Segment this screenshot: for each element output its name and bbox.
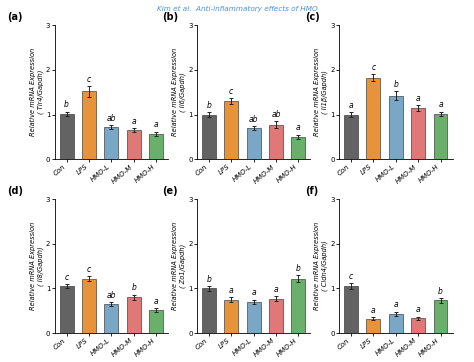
Text: a: a — [273, 285, 278, 294]
Text: c: c — [371, 63, 375, 72]
Bar — [104, 304, 118, 333]
Text: Kim et al.  Anti-inflammatory effects of HMO: Kim et al. Anti-inflammatory effects of … — [156, 5, 318, 12]
Text: a: a — [229, 286, 234, 295]
Bar — [389, 96, 403, 159]
Bar — [344, 286, 358, 333]
Text: (a): (a) — [7, 12, 22, 22]
Bar — [149, 134, 163, 159]
Text: a: a — [251, 288, 256, 297]
Text: ab: ab — [107, 291, 116, 300]
Text: (d): (d) — [7, 186, 23, 196]
Bar — [82, 279, 96, 333]
Text: a: a — [416, 94, 420, 103]
Text: c: c — [64, 273, 69, 282]
Text: ab: ab — [249, 114, 258, 123]
Text: b: b — [438, 287, 443, 295]
Bar — [224, 101, 238, 159]
Text: a: a — [296, 123, 301, 132]
Bar — [224, 300, 238, 333]
Bar — [269, 299, 283, 333]
Bar — [389, 314, 403, 333]
Bar — [269, 125, 283, 159]
Bar — [82, 92, 96, 159]
Bar — [60, 114, 73, 159]
Text: b: b — [131, 283, 136, 292]
Text: a: a — [393, 300, 398, 310]
Text: a: a — [416, 305, 420, 314]
Text: b: b — [393, 80, 398, 89]
Y-axis label: Relative mRNA Expression
( Il1β/Gapdh): Relative mRNA Expression ( Il1β/Gapdh) — [314, 48, 328, 136]
Bar — [434, 300, 447, 333]
Bar — [104, 127, 118, 159]
Text: b: b — [206, 101, 211, 110]
Text: c: c — [349, 272, 353, 281]
Text: ab: ab — [107, 114, 116, 123]
Text: (b): (b) — [163, 12, 179, 22]
Text: a: a — [154, 297, 158, 306]
Bar — [411, 318, 425, 333]
Bar — [366, 319, 380, 333]
Text: a: a — [131, 117, 136, 126]
Text: (f): (f) — [305, 186, 318, 196]
Text: b: b — [206, 275, 211, 284]
Bar — [292, 279, 305, 333]
Bar — [434, 114, 447, 159]
Text: a: a — [154, 121, 158, 129]
Text: b: b — [64, 100, 69, 109]
Y-axis label: Relative mRNA Expression
( Tlr4/Gapdh): Relative mRNA Expression ( Tlr4/Gapdh) — [30, 48, 44, 136]
Bar — [202, 289, 216, 333]
Bar — [60, 286, 73, 333]
Text: b: b — [296, 264, 301, 273]
Y-axis label: Relative mRNA Expression
( Zo1/Gapdh): Relative mRNA Expression ( Zo1/Gapdh) — [172, 222, 186, 310]
Text: c: c — [87, 265, 91, 274]
Bar — [202, 115, 216, 159]
Bar — [246, 128, 261, 159]
Bar — [127, 297, 141, 333]
Bar — [366, 77, 380, 159]
Bar — [411, 108, 425, 159]
Text: (c): (c) — [305, 12, 319, 22]
Text: a: a — [371, 306, 376, 315]
Text: c: c — [87, 75, 91, 84]
Bar — [292, 137, 305, 159]
Bar — [344, 115, 358, 159]
Bar — [127, 130, 141, 159]
Text: a: a — [438, 100, 443, 109]
Y-axis label: Relative mRNA Expression
( Il8/Gapdh): Relative mRNA Expression ( Il8/Gapdh) — [30, 222, 44, 310]
Bar — [149, 310, 163, 333]
Bar — [246, 302, 261, 333]
Y-axis label: Relative mRNA Expression
( Cldn4/Gapdh): Relative mRNA Expression ( Cldn4/Gapdh) — [314, 222, 328, 310]
Text: a: a — [349, 101, 353, 110]
Y-axis label: Relative mRNA Expression
( Il6/Gapdh): Relative mRNA Expression ( Il6/Gapdh) — [172, 48, 186, 136]
Text: c: c — [229, 87, 233, 96]
Text: (e): (e) — [163, 186, 178, 196]
Text: ab: ab — [271, 110, 281, 119]
